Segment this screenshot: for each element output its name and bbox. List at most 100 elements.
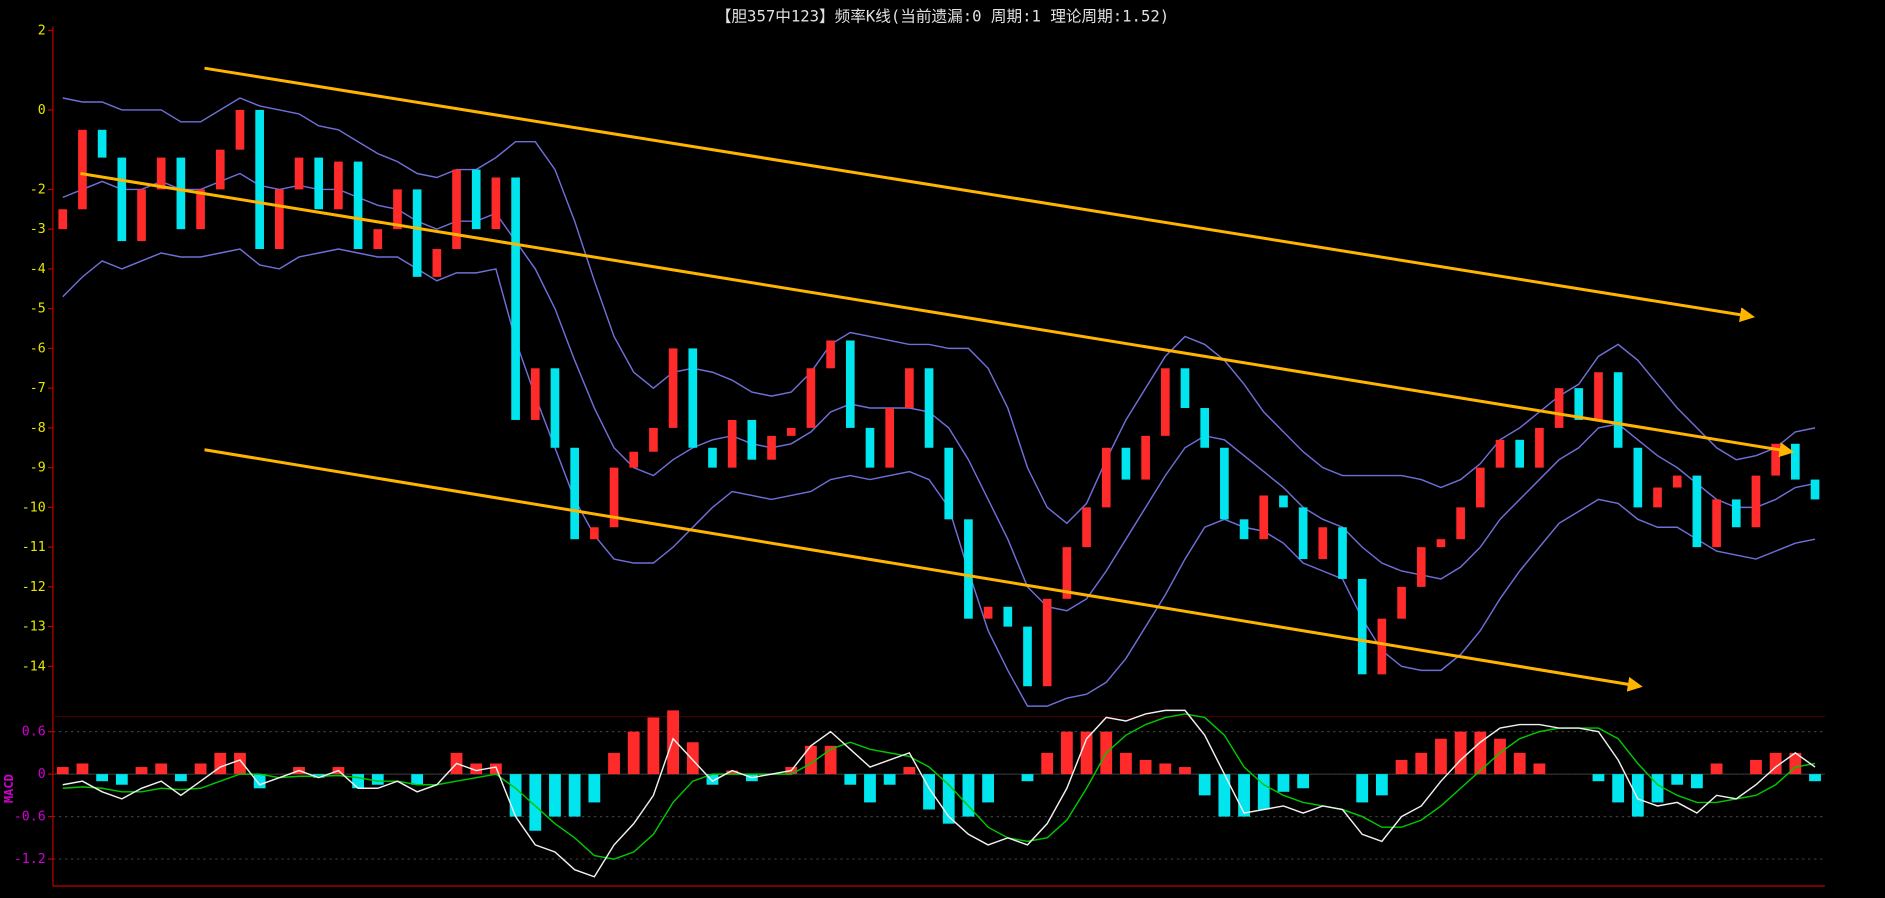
candle <box>1338 527 1347 579</box>
macd-bar <box>608 752 620 775</box>
candle <box>1082 507 1091 548</box>
candle <box>1475 467 1485 508</box>
candle <box>1791 443 1800 480</box>
band-line <box>62 248 1816 707</box>
macd-bar <box>76 763 89 775</box>
macd-bar <box>1021 774 1034 782</box>
macd-bar <box>1395 759 1408 775</box>
macd-bar <box>667 710 680 775</box>
y-tick-label: -6 <box>30 341 46 356</box>
macd-bar <box>883 774 896 785</box>
candle <box>1298 507 1308 560</box>
macd-bar <box>923 774 935 810</box>
candle <box>1180 368 1190 409</box>
candle <box>1239 519 1249 540</box>
macd-bar <box>1277 774 1290 792</box>
candle <box>609 467 619 528</box>
candle <box>629 451 639 468</box>
macd-bar <box>96 774 109 782</box>
y-tick-label: -11 <box>22 540 46 555</box>
macd-bar <box>686 742 699 775</box>
dif-line <box>62 709 1816 878</box>
macd-bar <box>1671 774 1684 785</box>
trend-line <box>204 66 1755 323</box>
candle <box>1554 388 1564 428</box>
macd-bar <box>568 774 581 817</box>
macd-bar <box>627 731 640 775</box>
candle <box>1003 606 1013 627</box>
candle <box>786 427 796 436</box>
candle <box>1220 447 1229 520</box>
macd-bar <box>253 774 266 789</box>
macd-bar <box>726 770 739 775</box>
macd-bar <box>1257 774 1270 810</box>
candle <box>1672 475 1682 488</box>
macd-bar <box>903 767 916 775</box>
macd-bar <box>962 774 975 817</box>
candle <box>314 157 324 210</box>
candle <box>78 129 87 210</box>
macd-bar <box>1750 759 1762 775</box>
macd-bar <box>1297 774 1310 789</box>
y-tick-label: -8 <box>30 421 46 436</box>
candle <box>1318 527 1328 560</box>
macd-bar <box>1435 738 1447 775</box>
candle <box>1712 499 1721 548</box>
y-tick-label: -10 <box>22 500 46 515</box>
macd-bar <box>194 763 207 775</box>
candle <box>511 177 520 420</box>
y-tick-label: 0 <box>38 767 46 782</box>
macd-bar <box>135 767 148 775</box>
macd-bar <box>1375 774 1388 796</box>
candle <box>176 157 186 230</box>
candle <box>964 519 973 619</box>
candle <box>373 229 383 250</box>
candle <box>1141 435 1150 480</box>
y-tick-label: -14 <box>22 659 46 674</box>
macd-bar <box>1474 731 1487 775</box>
y-tick-label: -4 <box>30 262 46 277</box>
candle <box>767 435 776 460</box>
y-tick-label: 0.6 <box>22 725 46 740</box>
candle <box>1121 447 1131 480</box>
macd-bar <box>1080 731 1093 775</box>
candle <box>1279 495 1288 508</box>
macd-bar <box>1060 731 1073 775</box>
macd-bar <box>1198 774 1211 796</box>
candle <box>294 157 304 190</box>
macd-bar <box>1612 774 1625 803</box>
candle <box>1535 427 1544 468</box>
candle <box>156 157 166 190</box>
candle <box>1613 372 1623 448</box>
y-tick-label: 2 <box>38 23 46 38</box>
candle <box>235 109 245 150</box>
candle <box>1160 368 1170 436</box>
candle <box>452 169 461 250</box>
y-tick-label: -5 <box>30 302 46 317</box>
macd-bar <box>1513 752 1526 775</box>
candle <box>806 368 816 428</box>
candle <box>668 348 678 428</box>
macd-bar <box>1356 774 1369 803</box>
candle <box>255 109 264 250</box>
macd-bar <box>1159 763 1172 775</box>
candle <box>393 189 402 230</box>
macd-bar <box>1218 774 1231 817</box>
candle <box>924 368 934 448</box>
macd-bar <box>1769 752 1782 775</box>
y-tick-label: 0 <box>38 103 46 118</box>
candle <box>137 189 146 242</box>
macd-bar <box>1179 767 1191 775</box>
candle <box>58 209 68 230</box>
macd-bar <box>1631 774 1644 817</box>
candle <box>865 427 875 468</box>
candle <box>196 189 205 230</box>
candle <box>1397 586 1406 619</box>
candle <box>334 161 343 210</box>
macd-bar <box>1651 774 1664 803</box>
candle <box>826 340 835 369</box>
y-tick-label: -0.6 <box>14 810 46 825</box>
macd-bar <box>411 774 424 785</box>
macd-bar <box>1710 763 1723 775</box>
